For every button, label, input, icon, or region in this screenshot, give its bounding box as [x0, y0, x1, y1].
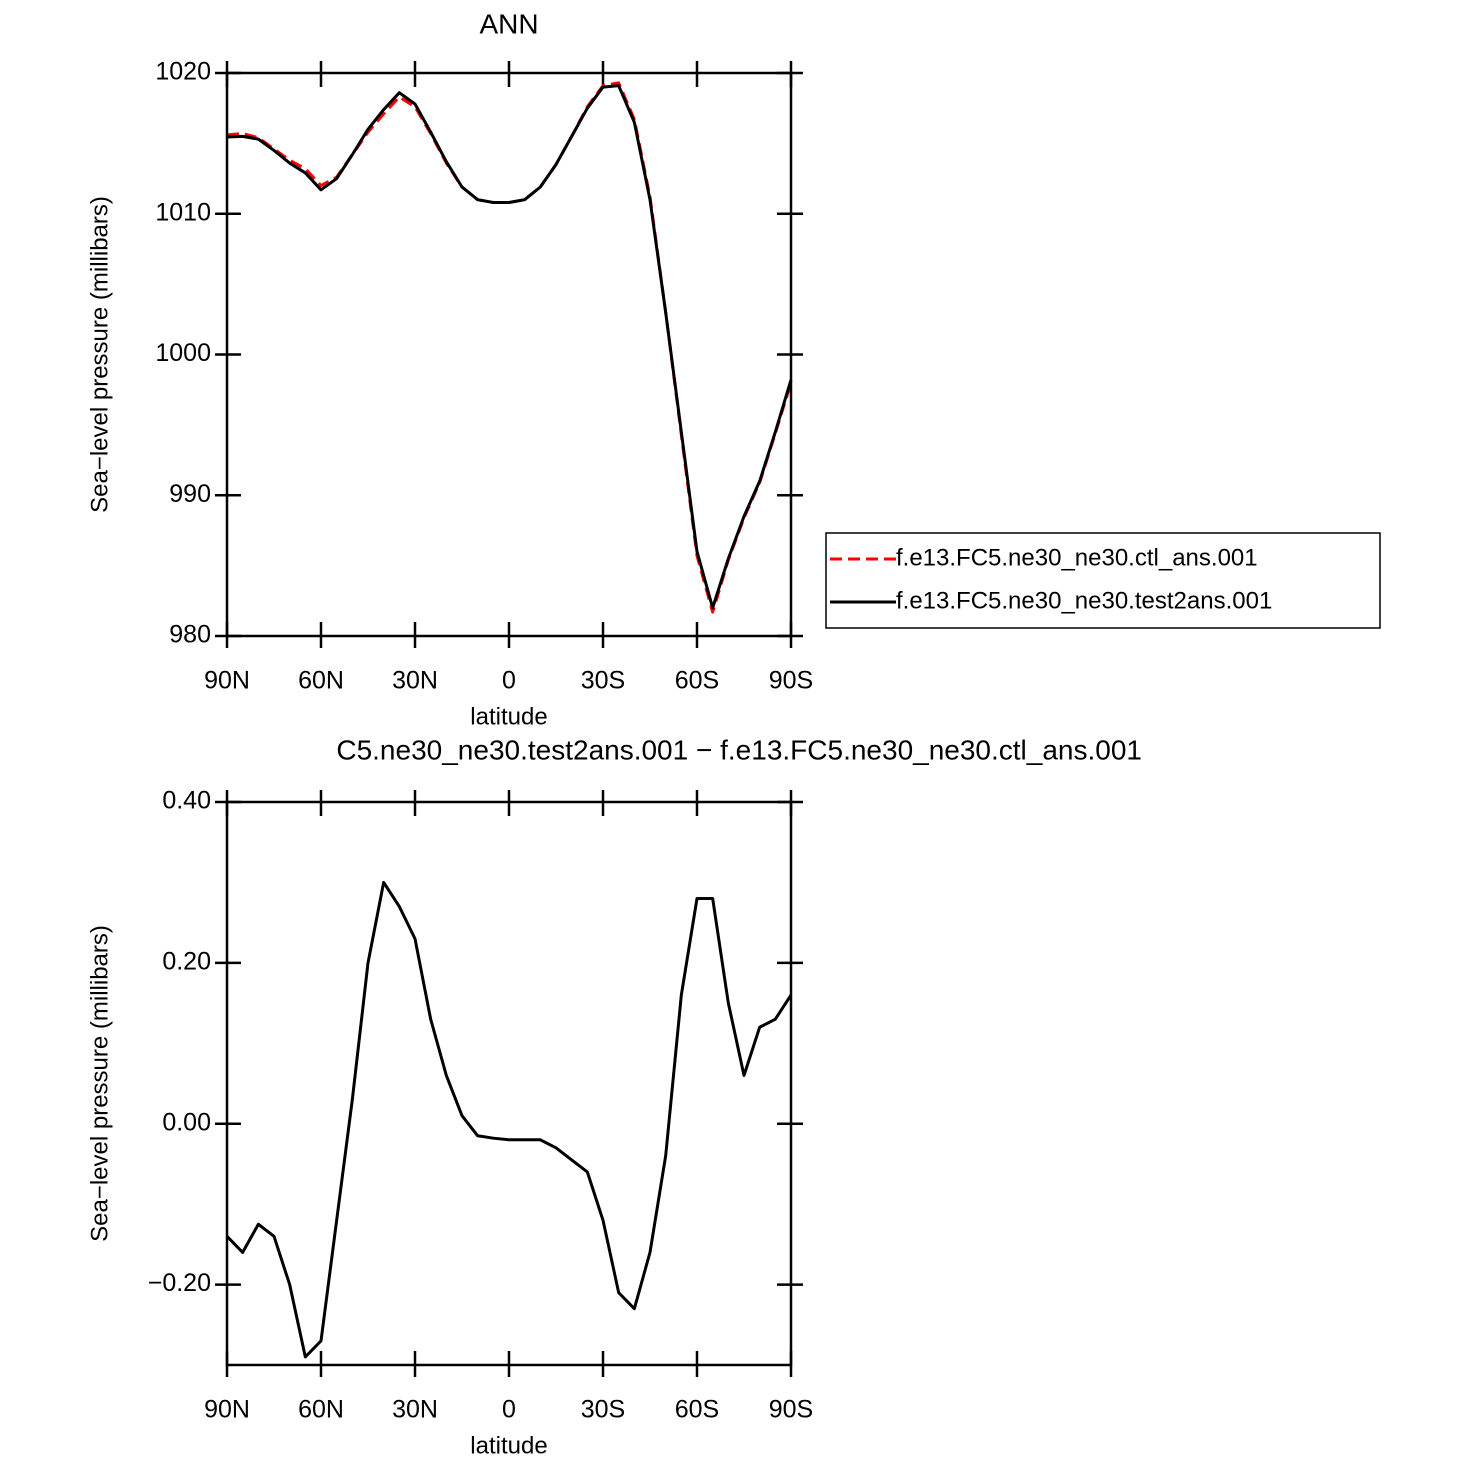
- x-tick-label: 0: [502, 667, 516, 695]
- chart-title: ANN: [479, 8, 538, 39]
- x-axis-label: latitude: [470, 703, 547, 730]
- plot-frame: [225, 71, 793, 638]
- data-line: [226, 84, 793, 610]
- x-axis-label: latitude: [470, 1432, 547, 1459]
- x-tick-label: 90S: [769, 667, 813, 695]
- y-axis-label: Sea−level pressure (millibars): [86, 925, 113, 1242]
- x-tick-label: 60S: [675, 667, 719, 695]
- chart-title: C5.ne30_ne30.test2ans.001 − f.e13.FC5.ne…: [336, 734, 1142, 765]
- legend-box: [825, 532, 1381, 629]
- legend-label: f.e13.FC5.ne30_ne30.ctl_ans.001: [896, 544, 1258, 571]
- data-line: [225, 880, 793, 1359]
- x-tick-label: 30S: [581, 667, 625, 695]
- x-tick-label: 30N: [392, 1396, 438, 1424]
- y-tick-label: 1010: [155, 198, 211, 226]
- legend-label: f.e13.FC5.ne30_ne30.test2ans.001: [896, 587, 1272, 614]
- y-axis-label: Sea−level pressure (millibars): [86, 196, 113, 513]
- y-tick-label: 0.20: [162, 947, 211, 975]
- x-tick-label: 90N: [204, 667, 250, 695]
- y-tick-label: 980: [169, 621, 211, 649]
- plot-frame: [225, 800, 793, 1367]
- x-tick-label: 30N: [392, 667, 438, 695]
- y-tick-label: 1000: [155, 339, 211, 367]
- y-tick-label: 0.40: [162, 787, 211, 815]
- x-tick-label: 60N: [298, 667, 344, 695]
- x-tick-label: 90N: [204, 1396, 250, 1424]
- y-tick-label: 0.00: [162, 1108, 211, 1136]
- x-tick-label: 60N: [298, 1396, 344, 1424]
- x-tick-label: 90S: [769, 1396, 813, 1424]
- y-tick-label: 990: [169, 480, 211, 508]
- data-line: [226, 81, 793, 614]
- x-tick-label: 60S: [675, 1396, 719, 1424]
- x-tick-label: 0: [502, 1396, 516, 1424]
- x-tick-label: 30S: [581, 1396, 625, 1424]
- y-tick-label: −0.20: [148, 1269, 211, 1297]
- y-tick-label: 1020: [155, 58, 211, 86]
